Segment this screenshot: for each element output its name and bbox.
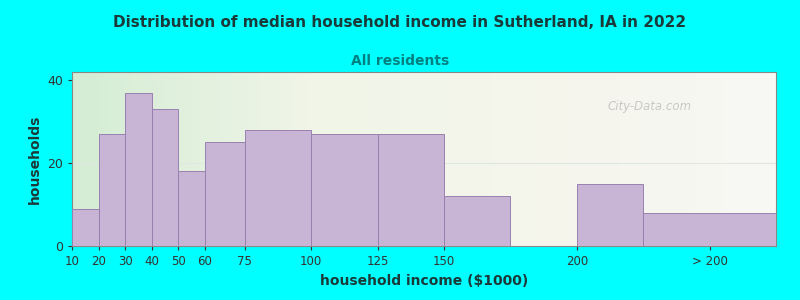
Bar xyxy=(178,171,205,246)
Bar xyxy=(577,184,643,246)
Bar xyxy=(152,109,178,246)
Y-axis label: households: households xyxy=(27,114,42,204)
Bar xyxy=(311,134,378,246)
Bar xyxy=(98,134,125,246)
Bar xyxy=(245,130,311,246)
Text: All residents: All residents xyxy=(351,54,449,68)
X-axis label: household income ($1000): household income ($1000) xyxy=(320,274,528,288)
Bar xyxy=(378,134,444,246)
Text: City-Data.com: City-Data.com xyxy=(607,100,691,113)
Bar xyxy=(205,142,245,246)
Bar xyxy=(444,196,510,246)
Text: Distribution of median household income in Sutherland, IA in 2022: Distribution of median household income … xyxy=(114,15,686,30)
Bar xyxy=(643,213,776,246)
Bar xyxy=(125,93,152,246)
Bar xyxy=(72,209,98,246)
